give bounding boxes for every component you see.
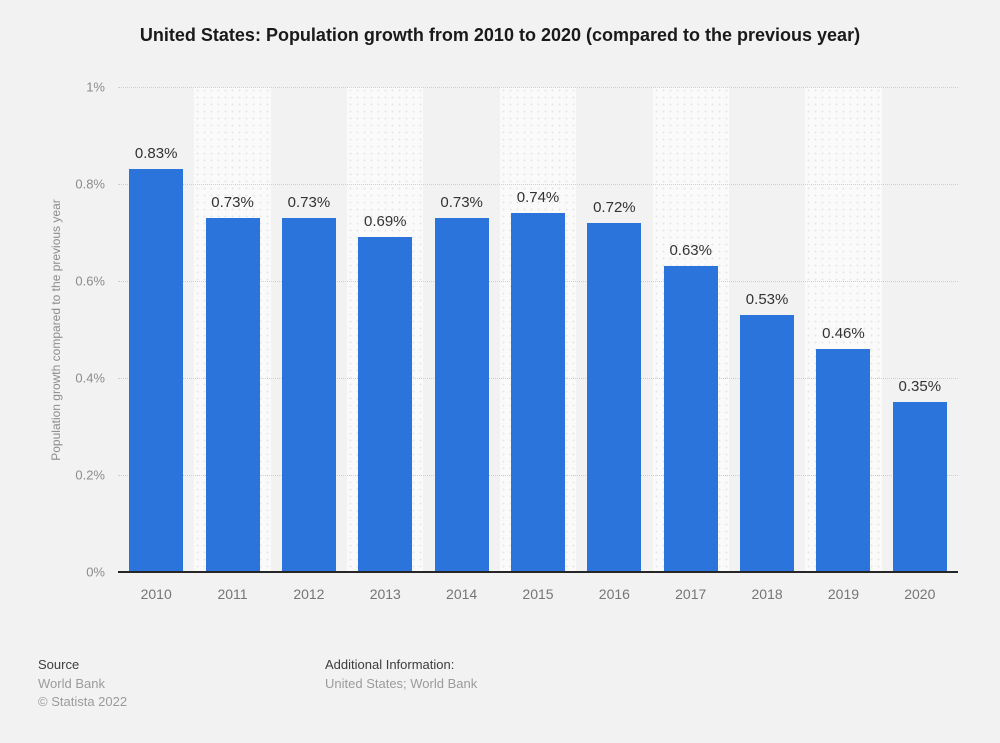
x-tick-2016: 2016: [598, 586, 630, 602]
x-tick-2014: 2014: [446, 586, 478, 602]
bar-value-label-2018: 0.53%: [745, 290, 789, 308]
bar-2013: [358, 237, 413, 572]
x-tick-2020: 2020: [904, 586, 936, 602]
source-name: World Bank: [38, 676, 105, 691]
x-tick-2013: 2013: [369, 586, 401, 602]
bar-2014: [434, 217, 489, 572]
copyright-statista: © Statista 2022: [38, 694, 128, 709]
additional-info-heading: Additional Information:: [325, 657, 455, 672]
bar-value-label-2015: 0.74%: [516, 189, 560, 207]
bar-value-label-2014: 0.73%: [440, 193, 483, 211]
bar-value-label-2012: 0.73%: [287, 193, 331, 211]
x-tick-2017: 2017: [675, 586, 707, 602]
bar-value-label-2011: 0.73%: [211, 193, 254, 211]
gridline-0.8%: [118, 184, 958, 185]
bar-2011: [205, 217, 260, 572]
bar-2015: [511, 213, 565, 572]
gridline-1%: [118, 87, 958, 88]
x-tick-2011: 2011: [217, 586, 248, 602]
bar-2010: [129, 169, 184, 572]
x-tick-2010: 2010: [140, 586, 172, 602]
y-tick-0.2%: 0.2%: [75, 467, 105, 483]
y-tick-1%: 1%: [86, 79, 105, 95]
additional-info-block: Additional Information: United States; W…: [325, 657, 477, 694]
y-tick-0.8%: 0.8%: [75, 176, 105, 192]
y-tick-0.4%: 0.4%: [75, 370, 105, 386]
plot-area: 0.83% 0.73% 0.73% 0.69% 0.73% 0.74% 0.72% 0.63%…: [118, 87, 958, 573]
bar-value-label-2013: 0.69%: [363, 213, 407, 231]
x-tick-2018: 2018: [751, 586, 783, 602]
x-tick-2015: 2015: [522, 586, 554, 602]
x-tick-2019: 2019: [827, 586, 860, 602]
bar-value-label-2017: 0.63%: [669, 242, 712, 260]
bar-2017: [663, 266, 718, 572]
source-block: Source World Bank © Statista 2022: [38, 657, 127, 712]
bar-value-label-2019: 0.46%: [822, 324, 865, 342]
bar-2018: [740, 314, 795, 572]
y-axis-title: Population growth compared to the previo…: [49, 199, 63, 461]
x-axis-line: [118, 571, 958, 573]
x-tick-2012: 2012: [293, 586, 325, 602]
y-tick-0%: 0%: [86, 564, 105, 580]
bar-2019: [816, 348, 871, 572]
chart-title: United States: Population growth from 20…: [139, 25, 861, 45]
bar-2020: [892, 402, 947, 572]
y-tick-0.6%: 0.6%: [75, 273, 105, 289]
additional-info-text: United States; World Bank: [325, 676, 478, 691]
source-heading: Source: [38, 657, 80, 672]
bar-2016: [587, 222, 642, 572]
bar-2012: [281, 217, 336, 572]
bar-value-label-2020: 0.35%: [898, 378, 942, 396]
bar-value-label-2010: 0.83%: [134, 145, 178, 163]
bar-value-label-2016: 0.72%: [593, 198, 636, 216]
